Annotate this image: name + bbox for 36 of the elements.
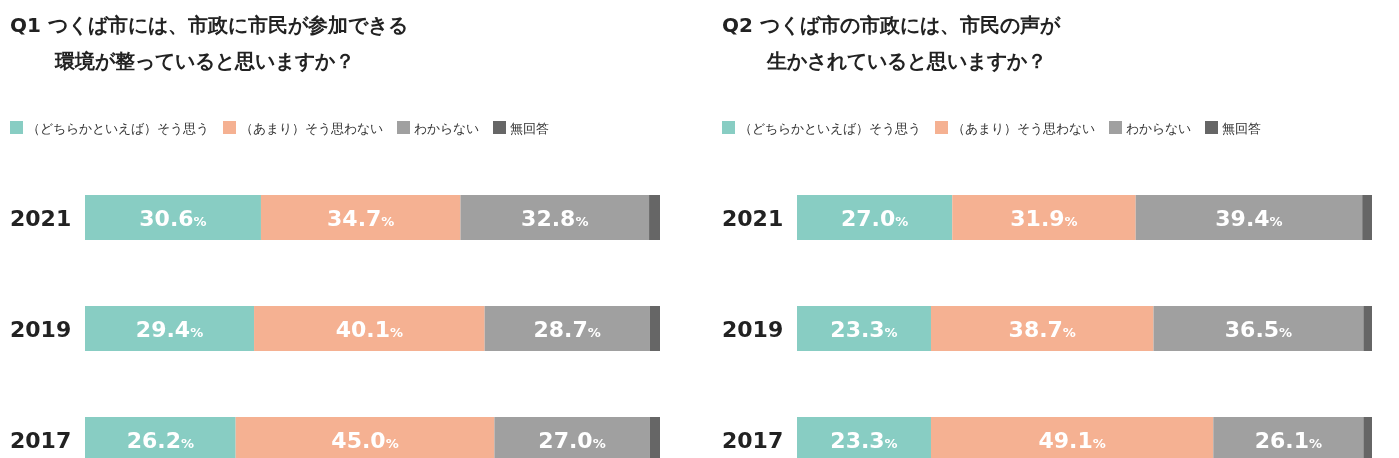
y-tick-label: 2021	[722, 205, 784, 231]
y-tick-label: 2017	[10, 427, 72, 453]
y-tick-label: 2021	[10, 205, 72, 231]
legend-label: （あまり）そう思わない	[952, 121, 1095, 136]
chart-title: Q1 つくば市には、市政に市民が参加できる	[10, 13, 408, 37]
data-label: 49.1%	[1038, 427, 1106, 453]
data-label: 40.1%	[335, 316, 403, 342]
data-label: 28.7%	[533, 316, 601, 342]
legend-label: （どちらかといえば）そう思う	[27, 121, 209, 136]
y-tick-label: 2017	[722, 427, 784, 453]
data-label: 34.7%	[327, 205, 395, 231]
y-tick-label: 2019	[10, 316, 72, 342]
data-label: 27.0%	[538, 427, 606, 453]
chart-subtitle: 環境が整っていると思いますか？	[54, 49, 355, 73]
data-label: 23.3%	[830, 427, 898, 453]
data-label: 38.7%	[1008, 316, 1076, 342]
data-label: 45.0%	[331, 427, 399, 453]
legend-label: わからない	[414, 121, 479, 136]
legend-label: 無回答	[1222, 121, 1261, 136]
data-label: 30.6%	[139, 205, 207, 231]
data-label: 26.2%	[126, 427, 194, 453]
data-label: 31.9%	[1010, 205, 1078, 231]
data-label: 27.0%	[840, 205, 909, 231]
data-label: 29.4%	[135, 316, 204, 342]
legend-label: 無回答	[510, 121, 549, 136]
data-label: 32.8%	[521, 205, 589, 231]
legend-label: （どちらかといえば）そう思う	[739, 121, 921, 136]
data-label: 23.3%	[830, 316, 898, 342]
data-label: 39.4%	[1215, 205, 1283, 231]
legend-label: （あまり）そう思わない	[240, 121, 383, 136]
legend-label: わからない	[1126, 121, 1191, 136]
data-label: 36.5%	[1224, 316, 1293, 342]
chart-subtitle: 生かされていると思いますか？	[766, 49, 1047, 73]
chart-title: Q2 つくば市の市政には、市民の声が	[722, 13, 1061, 37]
data-label: 26.1%	[1254, 427, 1322, 453]
y-tick-label: 2019	[722, 316, 784, 342]
